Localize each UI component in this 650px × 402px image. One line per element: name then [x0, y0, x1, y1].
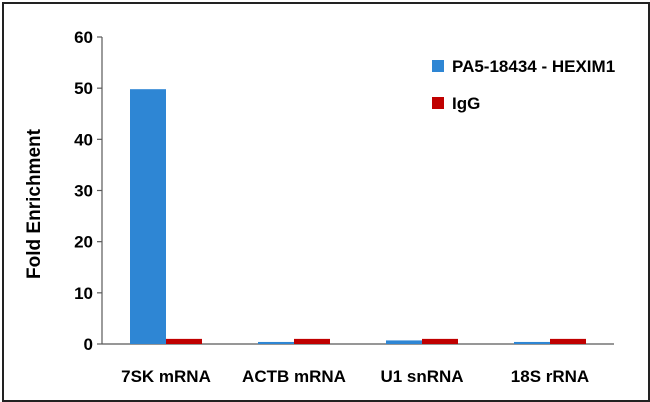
y-tick-label: 40	[74, 130, 93, 149]
bar-igg-2	[422, 338, 458, 344]
x-category-label: 7SK mRNA	[121, 367, 211, 386]
legend-swatch	[432, 60, 444, 72]
bar-hexim1-2	[386, 340, 422, 344]
y-tick-label: 20	[74, 233, 93, 252]
y-tick-label: 50	[74, 79, 93, 98]
bar-igg-1	[294, 338, 330, 344]
bar-igg-0	[166, 338, 202, 344]
y-tick-label: 30	[74, 182, 93, 201]
x-labels: 7SK mRNA ACTB mRNA U1 snRNA 18S rRNA	[121, 367, 589, 386]
y-tick-label: 10	[74, 284, 93, 303]
bar-hexim1-0	[130, 89, 166, 344]
bar-igg-3	[550, 338, 586, 344]
y-axis-title: Fold Enrichment	[24, 128, 45, 279]
bar-hexim1-3	[514, 341, 550, 344]
y-ticks: 0 10 20 30 40 50 60	[74, 28, 102, 354]
legend-label: IgG	[452, 94, 480, 113]
legend-swatch	[432, 97, 444, 109]
legend: PA5-18434 - HEXIM1 IgG	[432, 57, 615, 113]
x-category-label: 18S rRNA	[511, 367, 589, 386]
bar-hexim1-1	[258, 341, 294, 344]
axes	[101, 37, 614, 345]
bars	[130, 89, 586, 344]
x-category-label: ACTB mRNA	[242, 367, 346, 386]
y-tick-label: 0	[84, 335, 93, 354]
legend-label: PA5-18434 - HEXIM1	[452, 57, 615, 76]
y-tick-label: 60	[74, 28, 93, 47]
x-category-label: U1 snRNA	[380, 367, 463, 386]
